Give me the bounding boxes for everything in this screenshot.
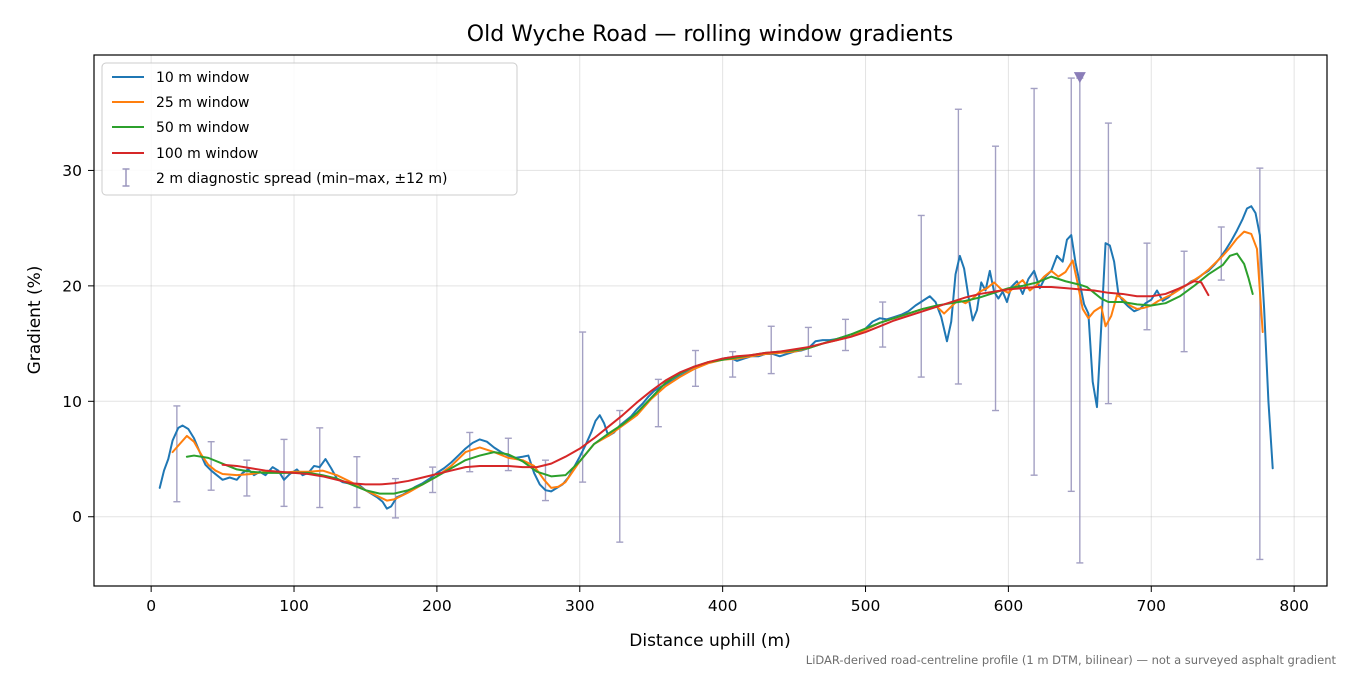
errorbar	[1217, 226, 1225, 281]
legend-label-50m: 50 m window	[156, 120, 249, 136]
x-tick-label: 300	[565, 597, 595, 615]
legend-label-25m: 25 m window	[156, 95, 249, 111]
x-tick-label: 600	[994, 597, 1024, 615]
x-tick-label: 100	[279, 597, 309, 615]
errorbar	[954, 108, 962, 385]
errorbar-layer	[173, 72, 1264, 564]
y-tick-label: 30	[62, 162, 82, 180]
y-axis-label: Gradient (%)	[25, 266, 45, 375]
errorbar	[767, 325, 775, 375]
series-layer	[158, 205, 1274, 510]
chart-title: Old Wyche Road — rolling window gradient…	[467, 22, 953, 47]
legend-swatch-errorbar	[122, 168, 130, 187]
x-tick-label: 0	[146, 597, 156, 615]
errorbar	[1067, 77, 1075, 493]
x-tick-label: 500	[851, 597, 881, 615]
y-axis-ticks: 0 10 20 30	[62, 162, 94, 526]
errorbar	[842, 318, 850, 352]
errorbar	[1104, 122, 1112, 405]
x-axis-label: Distance uphill (m)	[629, 631, 790, 651]
legend-label-10m: 10 m window	[156, 70, 249, 86]
errorbar	[992, 145, 1000, 412]
x-tick-label: 800	[1279, 597, 1309, 615]
chart-footnote: LiDAR-derived road-centreline profile (1…	[806, 653, 1337, 667]
x-tick-label: 700	[1136, 597, 1166, 615]
x-axis-ticks: 0 100 200 300 400 500 600 700 800	[146, 586, 1309, 615]
errorbar	[804, 326, 812, 357]
errorbar	[1143, 242, 1151, 331]
series-line-100-m-window	[221, 280, 1210, 486]
errorbar	[353, 456, 361, 509]
y-tick-label: 0	[72, 508, 82, 526]
errorbar	[243, 459, 251, 497]
legend: 10 m window 25 m window 50 m window 100 …	[101, 62, 518, 196]
y-tick-label: 10	[62, 393, 82, 411]
errorbar	[173, 405, 181, 503]
errorbar	[1180, 250, 1188, 353]
errorbar	[1030, 87, 1038, 476]
x-tick-label: 400	[708, 597, 738, 615]
errorbar	[729, 350, 737, 378]
plot-area-frame	[93, 54, 1328, 587]
legend-label-errorbar: 2 m diagnostic spread (min–max, ±12 m)	[156, 171, 447, 187]
errorbar	[616, 409, 624, 543]
clipped-marker	[1073, 72, 1086, 84]
x-tick-label: 200	[422, 597, 452, 615]
errorbar	[917, 214, 925, 378]
y-tick-label: 20	[62, 277, 82, 295]
legend-box	[101, 62, 518, 196]
errorbar	[466, 431, 474, 473]
legend-label-100m: 100 m window	[156, 146, 258, 162]
